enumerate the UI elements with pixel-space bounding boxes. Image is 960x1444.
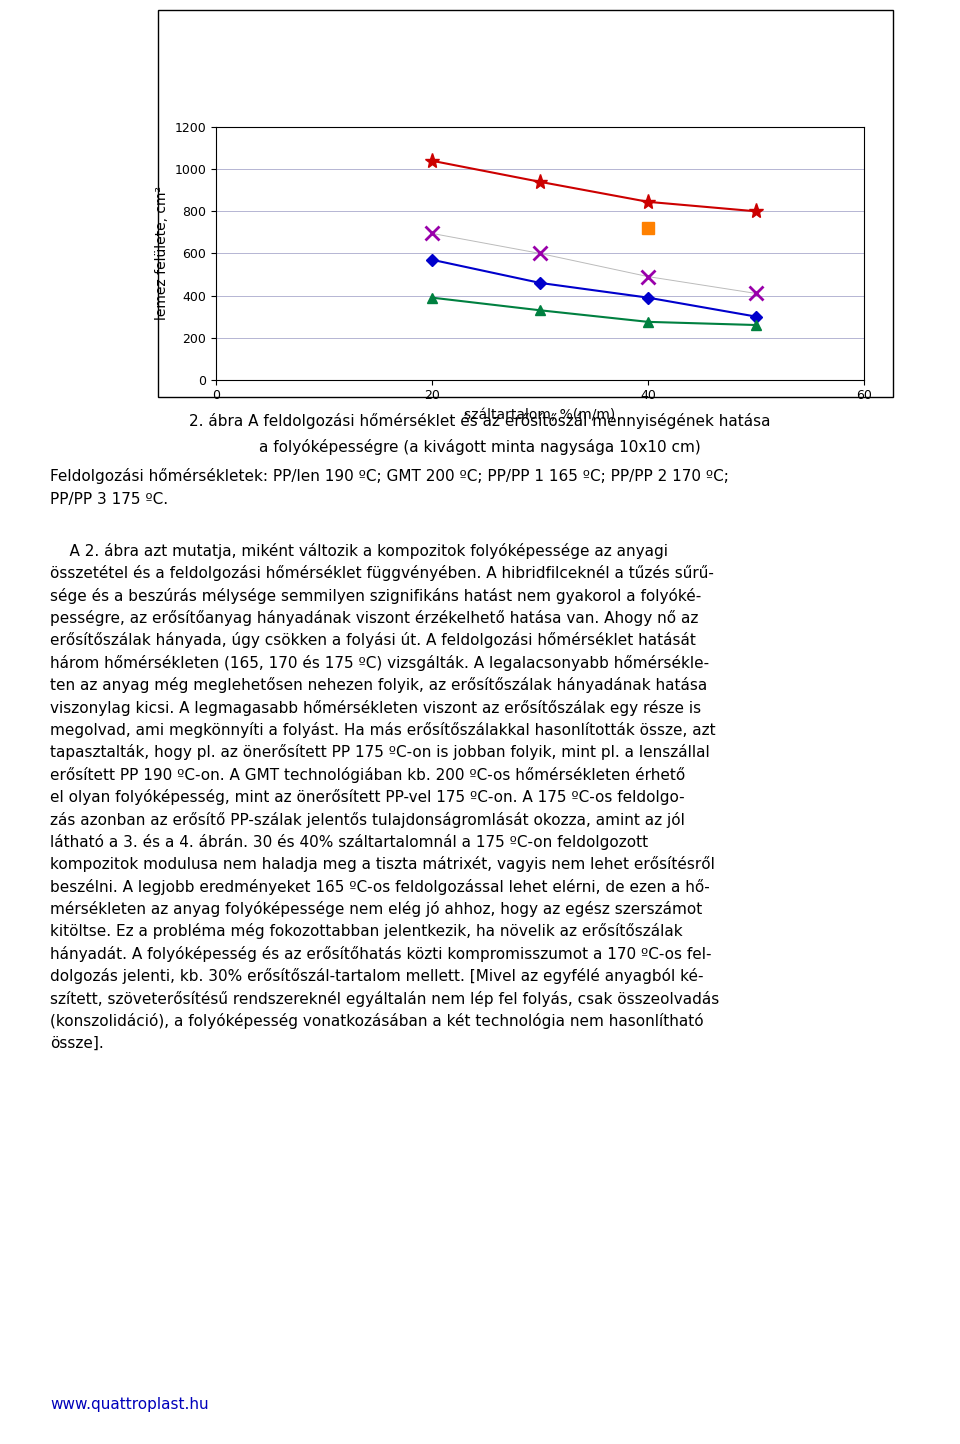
Text: látható a 3. és a 4. ábrán. 30 és 40% száltartalomnál a 175 ºC-on feldolgozott: látható a 3. és a 4. ábrán. 30 és 40% sz… [50, 833, 648, 851]
Text: kompozitok modulusa nem haladja meg a tiszta mátrixét, vagyis nem lehet erősítés: kompozitok modulusa nem haladja meg a ti… [50, 856, 715, 872]
Text: viszonylag kicsi. A legmagasabb hőmérsékleten viszont az erősítőszálak egy része: viszonylag kicsi. A legmagasabb hőmérsék… [50, 700, 701, 716]
Text: szített, szöveterősítésű rendszereknél egyáltalán nem lép fel folyás, csak össze: szített, szöveterősítésű rendszereknél e… [50, 991, 719, 1006]
Text: három hőmérsékleten (165, 170 és 175 ºC) vizsgálták. A legalacsonyabb hőmérsékle: három hőmérsékleten (165, 170 és 175 ºC)… [50, 656, 709, 671]
Text: a folyóképességre (a kivágott minta nagysága 10x10 cm): a folyóképességre (a kivágott minta nagy… [259, 439, 701, 455]
X-axis label: száltartalom, %(m/m): száltartalom, %(m/m) [465, 409, 615, 422]
Text: Feldolgozási hőmérsékletek: PP/len 190 ºC; GMT 200 ºC; PP/PP 1 165 ºC; PP/PP 2 1: Feldolgozási hőmérsékletek: PP/len 190 º… [50, 468, 729, 484]
Text: össze].: össze]. [50, 1035, 104, 1050]
Text: tapasztalták, hogy pl. az önerősített PP 175 ºC-on is jobban folyik, mint pl. a : tapasztalták, hogy pl. az önerősített PP… [50, 745, 709, 761]
Text: www.quattroplast.hu: www.quattroplast.hu [50, 1398, 208, 1412]
Text: A 2. ábra azt mutatja, miként változik a kompozitok folyóképessége az anyagi: A 2. ábra azt mutatja, miként változik a… [50, 543, 668, 559]
Text: (konszolidáció), a folyóképesség vonatkozásában a két technológia nem hasonlítha: (konszolidáció), a folyóképesség vonatko… [50, 1014, 704, 1030]
Text: pességre, az erősítőanyag hányadának viszont érzékelhető hatása van. Ahogy nő az: pességre, az erősítőanyag hányadának vis… [50, 609, 698, 627]
Text: erősített PP 190 ºC-on. A GMT technológiában kb. 200 ºC-os hőmérsékleten érhető: erősített PP 190 ºC-on. A GMT technológi… [50, 767, 685, 783]
Text: zás azonban az erősítő PP-szálak jelentős tulajdonságromlását okozza, amint az j: zás azonban az erősítő PP-szálak jelentő… [50, 812, 684, 827]
Text: összetétel és a feldolgozási hőmérséklet függvényében. A hibridfilceknél a tűzés: összetétel és a feldolgozási hőmérséklet… [50, 565, 714, 582]
Text: ten az anyag még meglehetősen nehezen folyik, az erősítőszálak hányadának hatása: ten az anyag még meglehetősen nehezen fo… [50, 677, 708, 693]
Text: 2. ábra A feldolgozási hőmérséklet és az erősítőszál mennyiségének hatása: 2. ábra A feldolgozási hőmérséklet és az… [189, 413, 771, 429]
Text: el olyan folyóképesség, mint az önerősített PP-vel 175 ºC-on. A 175 ºC-os feldol: el olyan folyóképesség, mint az önerősít… [50, 788, 684, 806]
Text: megolvad, ami megkönnyíti a folyást. Ha más erősítőszálakkal hasonlították össze: megolvad, ami megkönnyíti a folyást. Ha … [50, 722, 715, 738]
Text: beszélni. A legjobb eredményeket 165 ºC-os feldolgozással lehet elérni, de ezen : beszélni. A legjobb eredményeket 165 ºC-… [50, 878, 709, 895]
Text: dolgozás jelenti, kb. 30% erősítőszál-tartalom mellett. [Mivel az egyfélé anyagb: dolgozás jelenti, kb. 30% erősítőszál-ta… [50, 967, 704, 985]
Text: mérsékleten az anyag folyóképessége nem elég jó ahhoz, hogy az egész szerszámot: mérsékleten az anyag folyóképessége nem … [50, 901, 702, 917]
Text: sége és a beszúrás mélysége semmilyen szignifikáns hatást nem gyakorol a folyóké: sége és a beszúrás mélysége semmilyen sz… [50, 588, 701, 604]
Text: kitöltse. Ez a probléma még fokozottabban jelentkezik, ha növelik az erősítőszál: kitöltse. Ez a probléma még fokozottabba… [50, 924, 683, 940]
Y-axis label: lemez felülete, cm²: lemez felülete, cm² [155, 186, 169, 321]
Text: PP/PP 3 175 ºC.: PP/PP 3 175 ºC. [50, 492, 168, 507]
Text: erősítőszálak hányada, úgy csökken a folyási út. A feldolgozási hőmérséklet hatá: erősítőszálak hányada, úgy csökken a fol… [50, 632, 696, 648]
Text: hányadát. A folyóképesség és az erősítőhatás közti kompromisszumot a 170 ºC-os f: hányadát. A folyóképesség és az erősítőh… [50, 946, 711, 962]
